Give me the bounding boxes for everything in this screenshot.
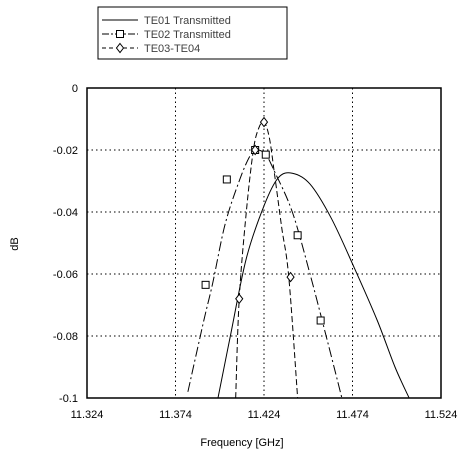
- series-marker-2: [201, 280, 210, 289]
- x-tick-label: 11.374: [159, 409, 192, 421]
- legend-box: [97, 6, 288, 60]
- series-line-1: [217, 172, 410, 398]
- series-line-2: [187, 149, 343, 398]
- series-marker-3: [286, 271, 295, 283]
- series-marker-2: [261, 150, 270, 159]
- y-tick-label: -0.1: [59, 393, 78, 405]
- series-marker-2: [316, 316, 325, 325]
- y-axis-label: dB: [9, 237, 21, 250]
- y-tick-label: -0.02: [53, 145, 78, 157]
- y-tick-label: -0.04: [53, 207, 78, 219]
- series-line-3: [235, 121, 299, 398]
- legend-label-1: TE01 Transmitted: [144, 15, 231, 27]
- legend: TE01 Transmitted TE02 Transmitted TE03-TE0…: [97, 6, 288, 60]
- legend-label-3: TE03-TE04: [144, 43, 200, 55]
- x-tick-label: 11.524: [425, 409, 458, 421]
- y-tick-label: 0: [72, 83, 78, 95]
- series-marker-3: [235, 293, 244, 305]
- legend-marker-2: [116, 30, 124, 38]
- y-tick-labels: 0 -0.02 -0.04 -0.06 -0.08 -0.1: [53, 83, 78, 405]
- series-marker-2: [293, 231, 302, 240]
- x-tick-label: 11.424: [248, 409, 281, 421]
- series-marker-2: [222, 175, 231, 184]
- series-marker-3: [259, 116, 269, 128]
- grid: [87, 88, 441, 398]
- plot-area: [86, 87, 442, 399]
- y-tick-label: -0.06: [53, 269, 78, 281]
- y-tick-label: -0.08: [53, 331, 78, 343]
- x-tick-labels: 11.324 11.374 11.424 11.474 11.524: [71, 409, 458, 421]
- x-tick-label: 11.474: [336, 409, 369, 421]
- series-marker-3: [251, 144, 260, 156]
- legend-label-2: TE02 Transmitted: [144, 29, 231, 41]
- legend-marker-3: [115, 42, 125, 54]
- x-tick-label: 11.324: [71, 409, 104, 421]
- x-axis-label: Frequency [GHz]: [200, 437, 283, 449]
